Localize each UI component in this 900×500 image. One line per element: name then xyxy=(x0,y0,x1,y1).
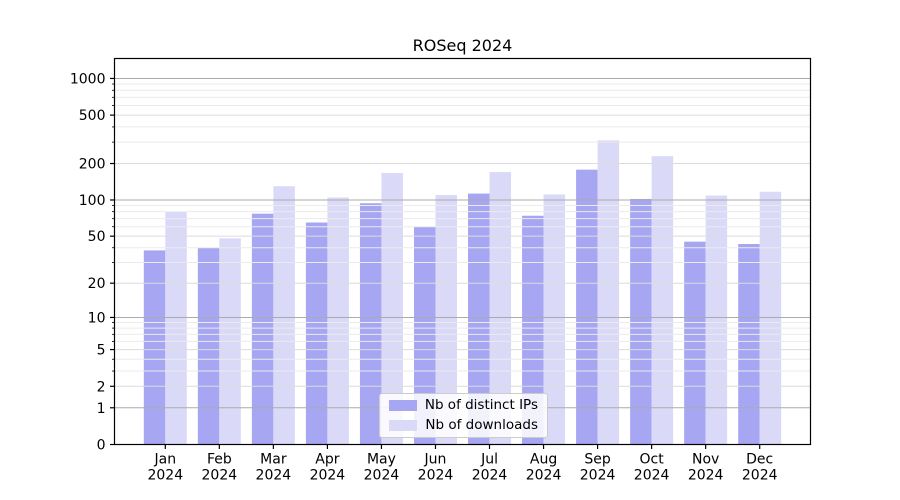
x-tick-label-dec: Dec xyxy=(746,452,773,468)
x-tick-label-may: May xyxy=(367,452,396,468)
bar-nb-of-distinct-ips-oct xyxy=(630,198,652,445)
legend-swatch-downloads xyxy=(389,420,418,431)
legend-label-downloads: Nb of downloads xyxy=(425,417,538,433)
bar-nb-of-downloads-aug xyxy=(543,194,566,445)
y-tick-label-2: 2 xyxy=(97,379,106,395)
x-tick-label-oct: Oct xyxy=(640,452,665,468)
bar-nb-of-downloads-dec xyxy=(759,191,782,445)
x-tick-year-jan: 2024 xyxy=(147,468,183,484)
bar-nb-of-downloads-jul xyxy=(489,172,512,445)
bar-nb-of-distinct-ips-jun xyxy=(413,226,436,445)
y-tick-label-50: 50 xyxy=(88,229,106,245)
bar-nb-of-downloads-apr xyxy=(327,197,349,445)
bar-nb-of-downloads-nov xyxy=(705,195,728,445)
x-tick-year-jul: 2024 xyxy=(472,468,508,484)
x-tick-year-feb: 2024 xyxy=(202,468,238,484)
bar-nb-of-distinct-ips-apr xyxy=(305,222,328,445)
bar-nb-of-distinct-ips-nov xyxy=(684,241,706,445)
y-tick-label-5: 5 xyxy=(97,343,106,359)
bar-nb-of-distinct-ips-feb xyxy=(197,247,220,445)
x-tick-label-jul: Jul xyxy=(480,452,498,468)
x-tick-year-mar: 2024 xyxy=(256,468,292,484)
bar-nb-of-distinct-ips-may xyxy=(359,203,382,445)
x-tick-label-sep: Sep xyxy=(584,452,611,468)
bar-nb-of-distinct-ips-jul xyxy=(468,193,490,445)
legend-item-distinct-ips: Nb of distinct IPs xyxy=(387,398,538,413)
y-tick-label-1: 1 xyxy=(97,401,106,417)
x-tick-year-apr: 2024 xyxy=(310,468,346,484)
bar-nb-of-downloads-oct xyxy=(651,156,674,445)
y-tick-label-100: 100 xyxy=(79,193,106,209)
x-tick-year-jun: 2024 xyxy=(418,468,454,484)
bar-nb-of-downloads-may xyxy=(381,173,403,445)
y-tick-label-1000: 1000 xyxy=(70,71,106,87)
bar-nb-of-distinct-ips-sep xyxy=(576,169,598,445)
bar-nb-of-distinct-ips-dec xyxy=(738,244,760,445)
x-tick-label-aug: Aug xyxy=(530,452,557,468)
x-tick-label-apr: Apr xyxy=(315,452,339,468)
x-tick-label-mar: Mar xyxy=(260,452,287,468)
y-tick-label-10: 10 xyxy=(88,310,106,326)
bar-nb-of-downloads-jun xyxy=(435,194,457,445)
legend: Nb of distinct IPs Nb of downloads xyxy=(379,393,548,438)
y-tick-label-20: 20 xyxy=(88,276,106,292)
x-tick-label-feb: Feb xyxy=(207,452,232,468)
x-tick-year-aug: 2024 xyxy=(526,468,562,484)
x-tick-label-jan: Jan xyxy=(154,452,177,468)
x-tick-year-dec: 2024 xyxy=(742,468,778,484)
x-tick-year-sep: 2024 xyxy=(580,468,616,484)
plot-border xyxy=(113,57,812,446)
legend-label-distinct-ips: Nb of distinct IPs xyxy=(424,397,538,413)
legend-item-downloads: Nb of downloads xyxy=(387,418,538,433)
x-tick-year-may: 2024 xyxy=(364,468,400,484)
x-tick-label-nov: Nov xyxy=(692,452,719,468)
bar-nb-of-distinct-ips-aug xyxy=(522,215,544,445)
bar-nb-of-distinct-ips-jan xyxy=(143,250,166,445)
x-tick-year-nov: 2024 xyxy=(688,468,724,484)
x-tick-year-oct: 2024 xyxy=(634,468,670,484)
chart-title: ROSeq 2024 xyxy=(412,36,513,55)
y-tick-label-0: 0 xyxy=(97,438,106,454)
bar-nb-of-distinct-ips-mar xyxy=(251,213,274,445)
bar-nb-of-downloads-sep xyxy=(597,140,620,445)
y-tick-label-500: 500 xyxy=(79,108,106,124)
y-tick-label-200: 200 xyxy=(79,157,106,173)
bar-nb-of-downloads-mar xyxy=(273,186,295,445)
legend-swatch-distinct-ips xyxy=(388,400,417,411)
x-tick-label-jun: Jun xyxy=(424,452,447,468)
